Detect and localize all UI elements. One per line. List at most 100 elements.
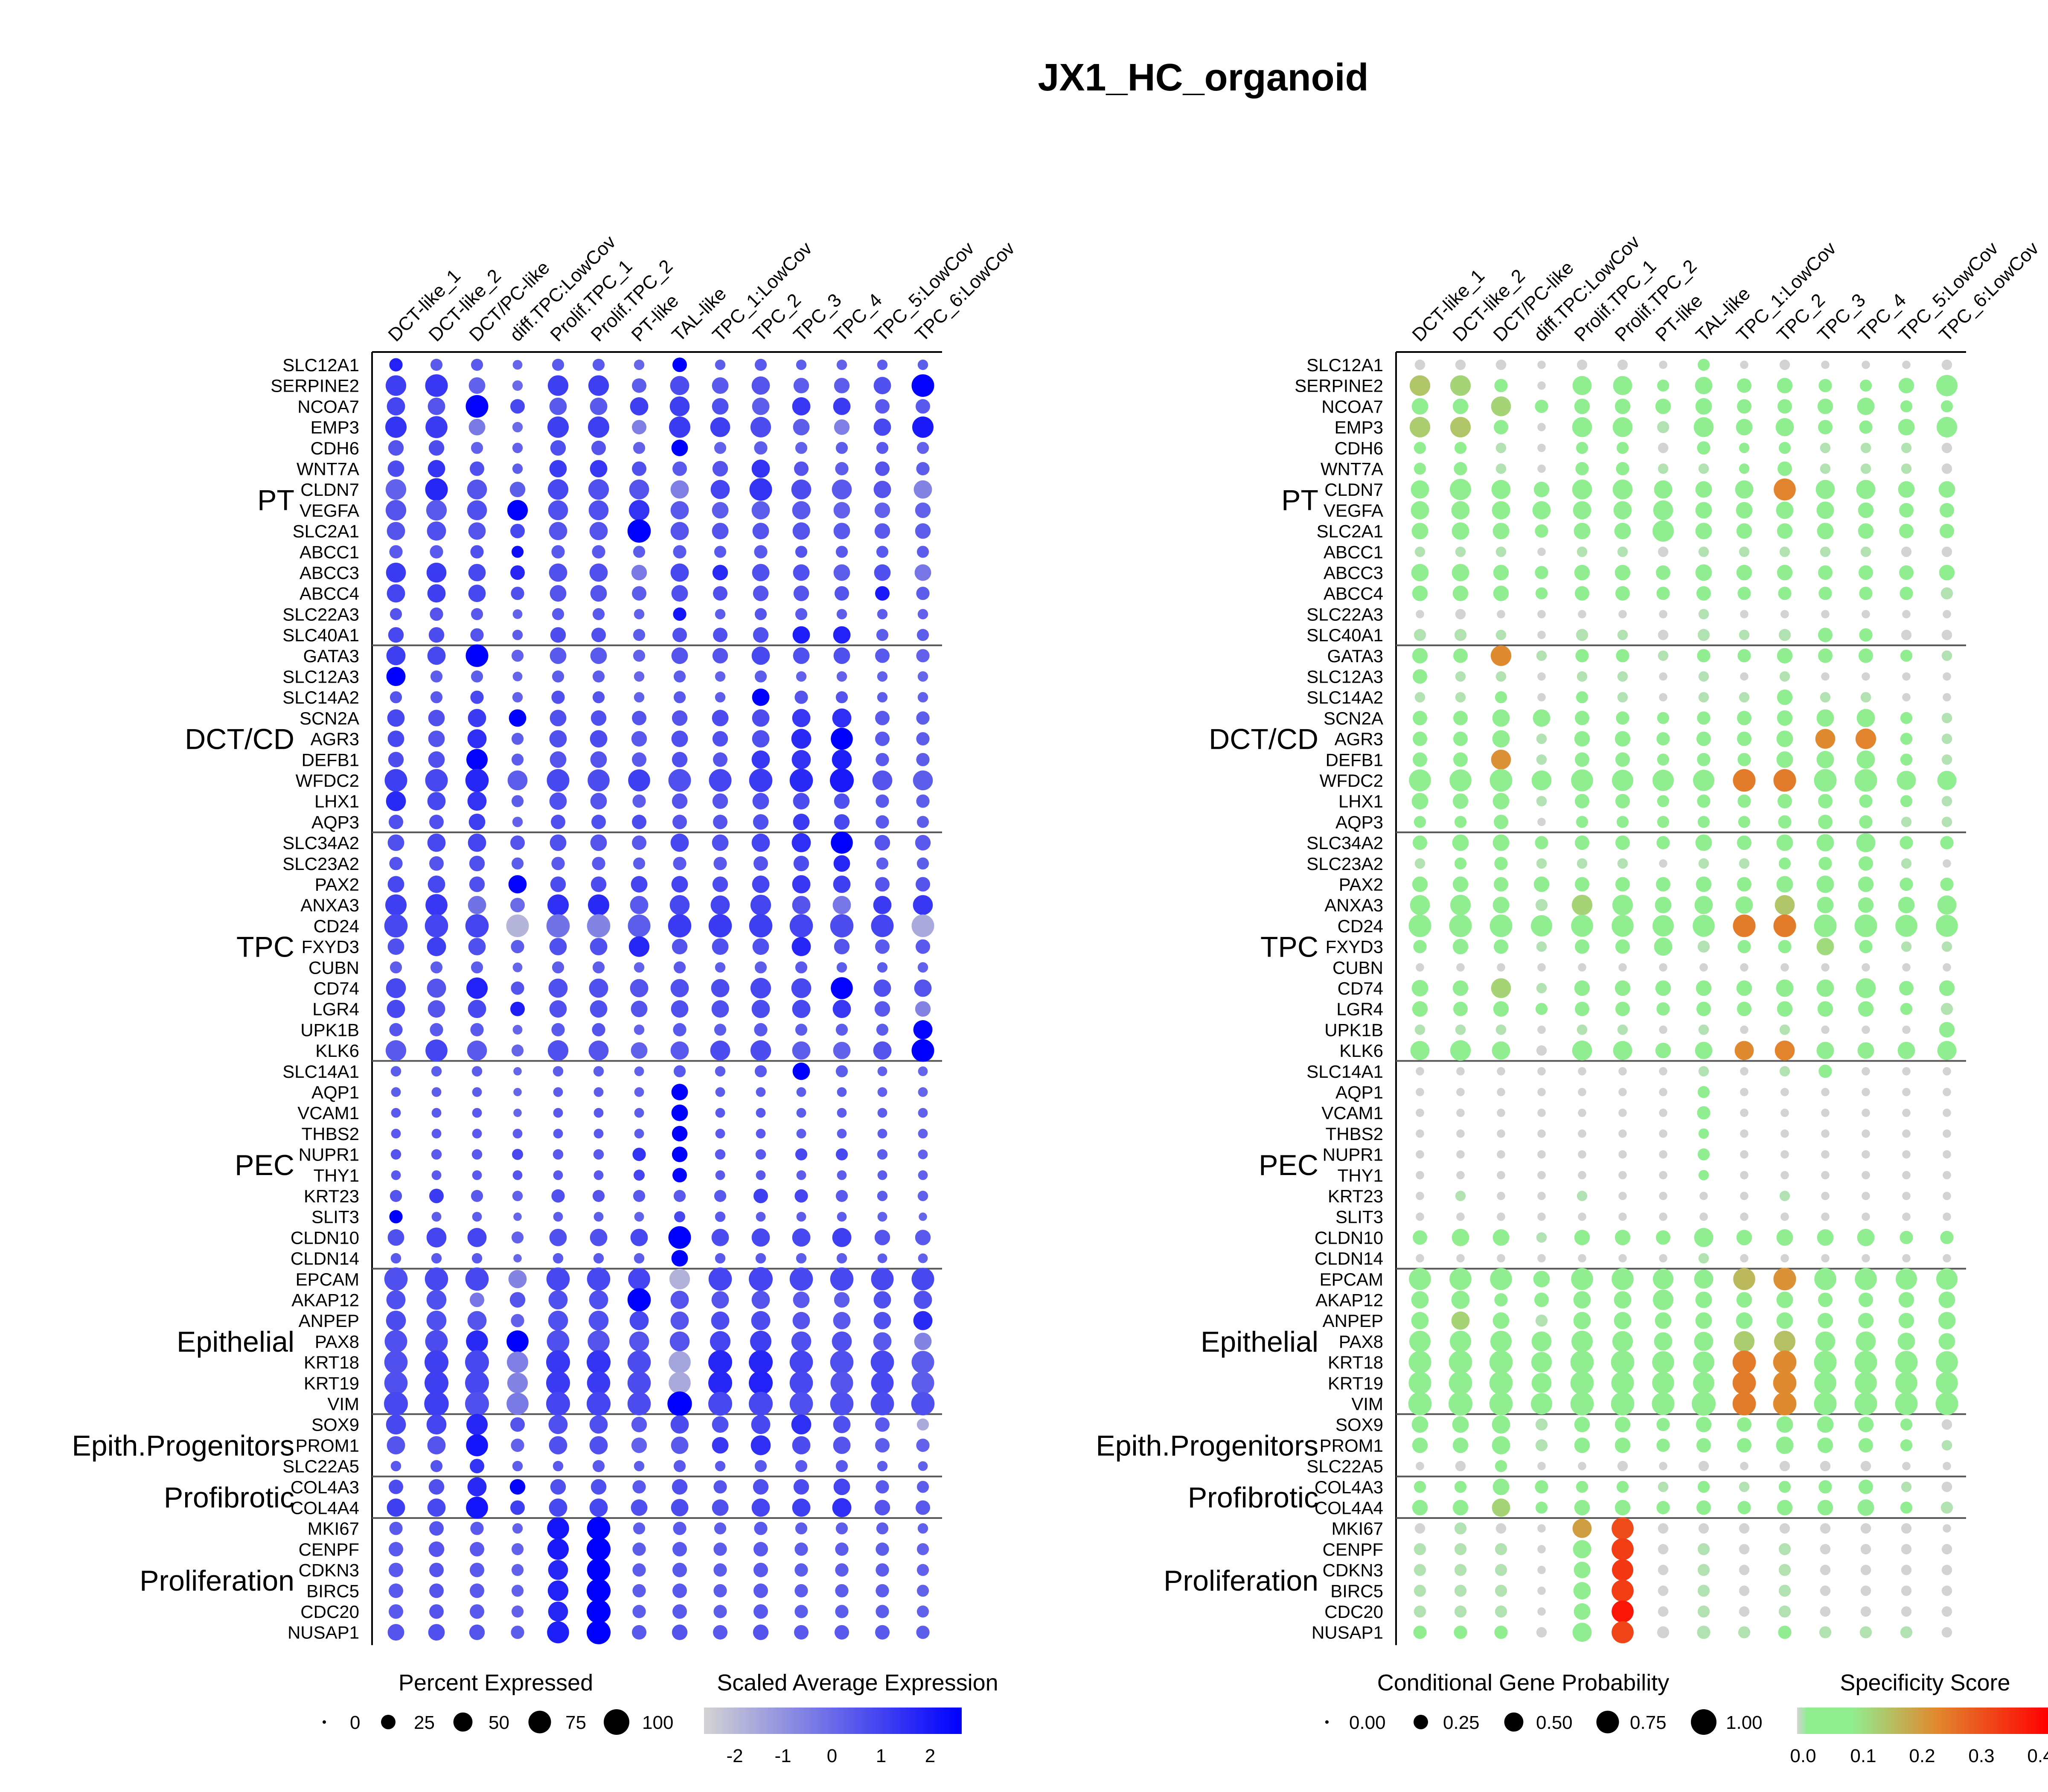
dot bbox=[673, 1190, 686, 1202]
dot bbox=[1777, 461, 1792, 476]
dot bbox=[1491, 978, 1511, 998]
dot bbox=[1450, 1040, 1471, 1061]
dot bbox=[465, 1371, 489, 1395]
spec-legend-colorbar bbox=[1797, 1708, 2048, 1734]
dot bbox=[512, 1523, 523, 1534]
dot bbox=[1576, 691, 1588, 704]
dot bbox=[593, 1129, 604, 1139]
dot bbox=[469, 855, 485, 872]
dot bbox=[465, 395, 489, 418]
dot bbox=[1902, 1254, 1911, 1263]
dot bbox=[671, 876, 688, 893]
dot bbox=[1536, 754, 1547, 765]
dot bbox=[633, 629, 646, 641]
dot bbox=[1655, 896, 1672, 913]
dot bbox=[470, 461, 484, 476]
gene-tick-label: KLK6 bbox=[1339, 1041, 1383, 1061]
dot bbox=[1451, 1311, 1470, 1330]
dot bbox=[792, 896, 811, 914]
dot bbox=[1693, 1372, 1714, 1394]
figure-title: JX1_HC_organoid bbox=[1038, 56, 1368, 99]
dot bbox=[1737, 1438, 1751, 1453]
dot bbox=[469, 1624, 485, 1640]
dot bbox=[1535, 524, 1548, 538]
gene-tick-label: NUPR1 bbox=[299, 1145, 359, 1165]
dot bbox=[1535, 1418, 1548, 1431]
dot bbox=[791, 1414, 812, 1434]
dot bbox=[1532, 501, 1551, 520]
dot bbox=[1859, 379, 1872, 392]
dot bbox=[833, 1416, 851, 1434]
dot bbox=[1497, 1088, 1505, 1097]
dot bbox=[789, 914, 813, 938]
dot bbox=[1659, 1129, 1667, 1138]
dot bbox=[1900, 1231, 1913, 1244]
dot bbox=[1734, 1331, 1755, 1352]
dot bbox=[1659, 1025, 1667, 1034]
dot bbox=[670, 563, 689, 582]
dot bbox=[1854, 1392, 1877, 1415]
dot bbox=[1816, 751, 1834, 768]
dot bbox=[512, 609, 523, 619]
dot bbox=[1494, 1293, 1508, 1307]
dot bbox=[1612, 770, 1633, 791]
dot bbox=[1902, 693, 1911, 701]
dot bbox=[1901, 941, 1912, 952]
dot bbox=[1739, 692, 1750, 703]
dot bbox=[1697, 1605, 1710, 1618]
dot bbox=[634, 1460, 645, 1472]
dot bbox=[1818, 648, 1833, 663]
dot bbox=[672, 358, 687, 372]
gene-tick-label: SCN2A bbox=[1324, 708, 1383, 728]
dot bbox=[628, 500, 650, 521]
dot bbox=[431, 1129, 442, 1139]
dot bbox=[916, 1500, 930, 1515]
dot bbox=[629, 1331, 649, 1352]
dot bbox=[387, 1624, 404, 1641]
dot bbox=[1698, 1128, 1709, 1139]
dot bbox=[1574, 399, 1590, 414]
dot bbox=[1652, 1351, 1674, 1373]
dot bbox=[872, 770, 893, 791]
dot bbox=[792, 1062, 810, 1080]
dot bbox=[1612, 1268, 1634, 1290]
dot bbox=[1855, 728, 1876, 749]
dot bbox=[591, 876, 607, 892]
dot bbox=[875, 648, 890, 663]
dot bbox=[835, 1542, 849, 1556]
dot bbox=[1414, 1523, 1425, 1534]
dot bbox=[634, 1024, 645, 1035]
dot bbox=[1862, 1067, 1870, 1076]
dot bbox=[753, 1562, 768, 1577]
dot bbox=[1658, 442, 1669, 454]
dot bbox=[634, 1169, 645, 1181]
dot bbox=[1816, 1041, 1834, 1059]
dot bbox=[1737, 877, 1751, 892]
dot bbox=[1535, 899, 1548, 911]
dot bbox=[1696, 1438, 1711, 1453]
dot bbox=[1495, 629, 1507, 640]
dot bbox=[387, 1498, 405, 1517]
dot bbox=[546, 914, 570, 938]
dot bbox=[1739, 547, 1750, 557]
dot bbox=[425, 769, 448, 792]
dot bbox=[1452, 793, 1469, 809]
dot bbox=[1577, 547, 1588, 557]
percent-legend-dot bbox=[604, 1709, 629, 1735]
dot bbox=[671, 1499, 689, 1516]
dot bbox=[710, 1040, 730, 1061]
dot bbox=[1816, 834, 1834, 852]
dot bbox=[877, 1190, 888, 1201]
dot bbox=[1860, 1606, 1871, 1617]
dot bbox=[793, 1479, 809, 1495]
dot bbox=[915, 502, 931, 518]
dot bbox=[669, 1351, 691, 1373]
dot bbox=[431, 1087, 442, 1097]
dot bbox=[1820, 1460, 1831, 1472]
dot bbox=[1611, 1350, 1635, 1374]
dot bbox=[1862, 1129, 1870, 1138]
dot bbox=[1570, 1371, 1594, 1395]
dot bbox=[1615, 1500, 1631, 1516]
dot bbox=[1537, 444, 1546, 452]
dot bbox=[876, 1605, 889, 1618]
